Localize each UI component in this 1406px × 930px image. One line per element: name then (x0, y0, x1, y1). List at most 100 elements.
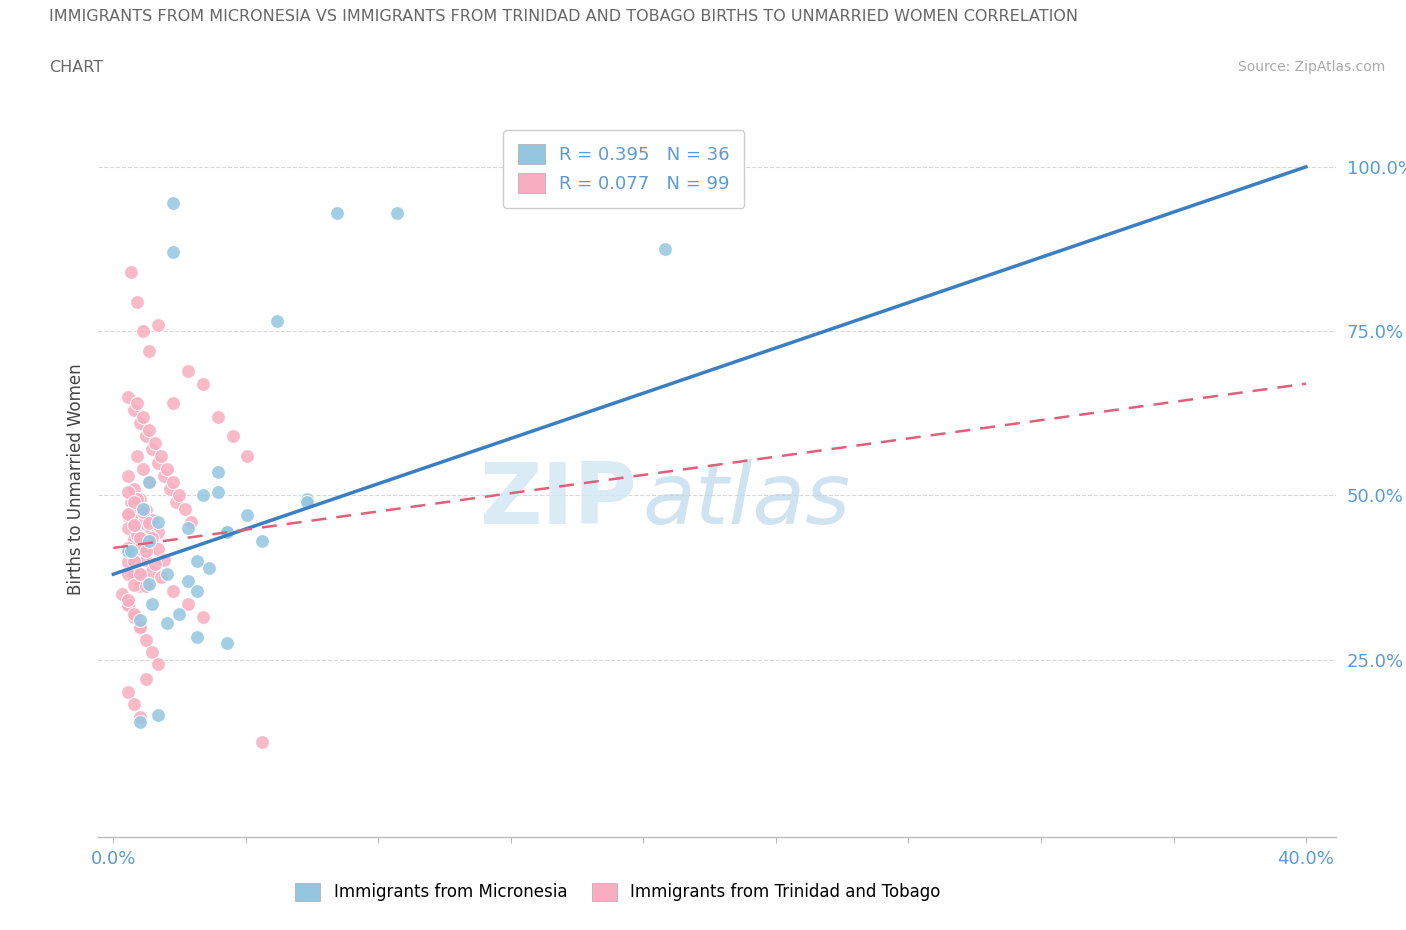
Point (132, 501, 155, 516)
Point (129, 491, 152, 506)
Point (129, 578, 152, 593)
Point (654, 242, 676, 257)
Point (117, 685, 139, 700)
Point (122, 578, 145, 592)
Point (295, 491, 318, 506)
Point (207, 409, 229, 424)
Point (162, 195, 184, 210)
Point (127, 294, 149, 309)
Point (167, 606, 190, 621)
Point (138, 475, 160, 490)
Point (177, 521, 200, 536)
Point (141, 442, 163, 457)
Point (132, 504, 155, 519)
Point (252, 735, 274, 750)
Point (129, 416, 152, 431)
Point (141, 531, 163, 546)
Point (141, 513, 163, 528)
Point (117, 544, 139, 559)
Point (143, 435, 166, 450)
Point (127, 448, 149, 463)
Point (122, 555, 145, 570)
Point (141, 596, 163, 611)
Point (127, 504, 149, 519)
Point (129, 542, 152, 557)
Point (111, 587, 134, 602)
Point (129, 531, 152, 546)
Point (129, 619, 152, 634)
Point (132, 461, 155, 476)
Point (117, 509, 139, 524)
Point (326, 206, 349, 220)
Point (146, 542, 169, 557)
Point (117, 566, 139, 581)
Point (129, 710, 152, 724)
Point (146, 708, 169, 723)
Point (122, 403, 145, 418)
Point (150, 570, 173, 585)
Point (162, 245, 184, 259)
Point (215, 525, 238, 539)
Point (266, 313, 288, 328)
Point (173, 501, 195, 516)
Point (117, 597, 139, 612)
Point (138, 534, 160, 549)
Point (117, 468, 139, 483)
Point (186, 583, 208, 598)
Point (129, 613, 152, 628)
Point (138, 475, 160, 490)
Text: atlas: atlas (643, 458, 851, 542)
Point (221, 429, 243, 444)
Point (162, 475, 184, 490)
Point (117, 540, 139, 555)
Point (117, 390, 139, 405)
Point (186, 630, 208, 644)
Point (122, 609, 145, 624)
Point (191, 609, 214, 624)
Point (117, 485, 139, 499)
Point (120, 264, 142, 279)
Y-axis label: Births to Unmarried Women: Births to Unmarried Women (66, 363, 84, 595)
Point (215, 525, 238, 539)
Point (156, 566, 179, 581)
Point (127, 491, 149, 506)
Point (191, 377, 214, 392)
Point (129, 714, 152, 729)
Point (122, 495, 145, 510)
Point (122, 520, 145, 535)
Point (135, 553, 157, 568)
Point (177, 573, 200, 588)
Point (156, 461, 179, 476)
Point (122, 697, 145, 711)
Point (135, 632, 157, 647)
Point (146, 455, 169, 470)
Point (120, 544, 142, 559)
Text: IMMIGRANTS FROM MICRONESIA VS IMMIGRANTS FROM TRINIDAD AND TOBAGO BIRTHS TO UNMA: IMMIGRANTS FROM MICRONESIA VS IMMIGRANTS… (49, 9, 1078, 24)
Point (295, 495, 318, 510)
Point (153, 552, 176, 567)
Point (215, 636, 238, 651)
Point (385, 206, 408, 220)
Point (135, 578, 157, 593)
Point (146, 525, 169, 539)
Point (146, 514, 169, 529)
Point (135, 540, 157, 555)
Point (177, 596, 200, 611)
Point (252, 534, 274, 549)
Point (180, 514, 202, 529)
Point (138, 527, 160, 542)
Text: CHART: CHART (49, 60, 103, 75)
Point (162, 396, 184, 411)
Point (167, 488, 190, 503)
Legend: Immigrants from Micronesia, Immigrants from Trinidad and Tobago: Immigrants from Micronesia, Immigrants f… (283, 870, 955, 914)
Point (236, 508, 259, 523)
Point (135, 544, 157, 559)
Text: Source: ZipAtlas.com: Source: ZipAtlas.com (1237, 60, 1385, 74)
Point (129, 620, 152, 635)
Point (138, 422, 160, 437)
Point (122, 553, 145, 568)
Point (135, 671, 157, 686)
Point (207, 485, 229, 499)
Point (135, 502, 157, 517)
Point (177, 363, 200, 378)
